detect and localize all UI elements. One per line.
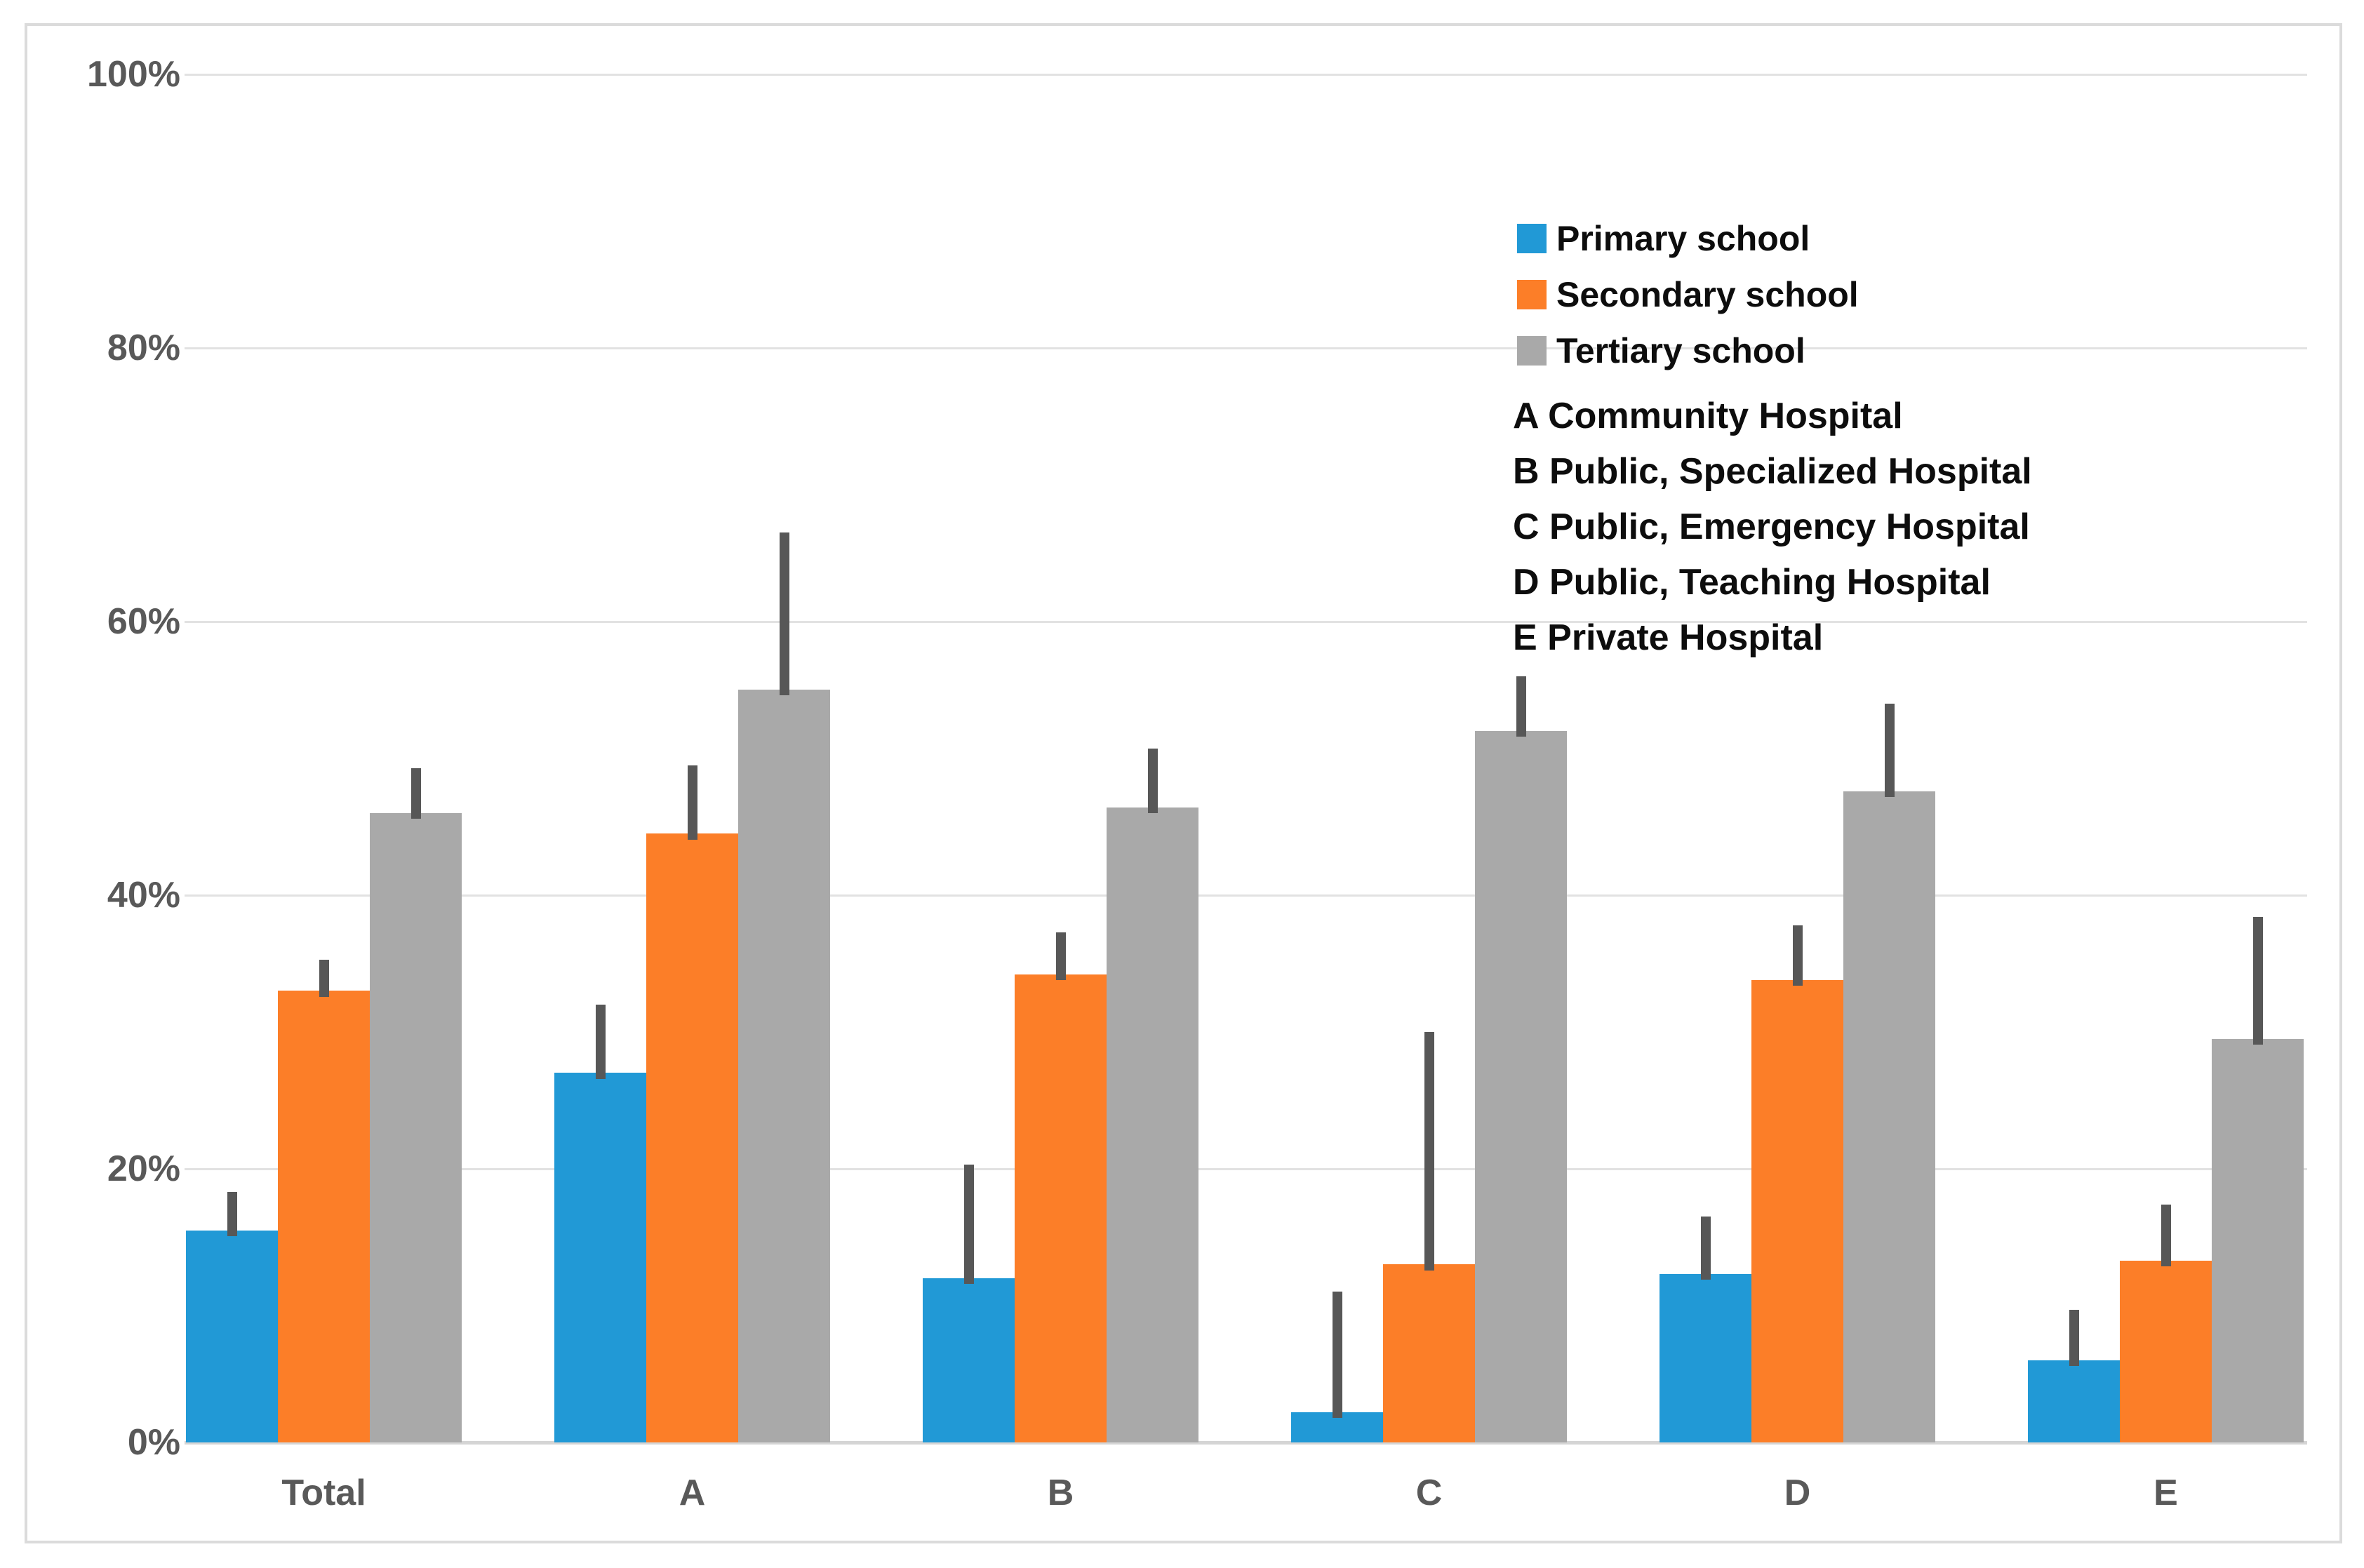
legend-swatch-icon: [1517, 280, 1547, 309]
bar-Total-tertiary-school: [370, 813, 462, 1442]
legend-note-line: E Private Hospital: [1513, 617, 1824, 658]
gridline-80%: [185, 347, 2307, 349]
legend: Primary school Secondary school Tertiary s…: [1513, 210, 1859, 379]
bar-D-primary-school: [1660, 1274, 1751, 1442]
legend-key-notes: A Community Hospital B Public, Specialize…: [1513, 389, 2032, 666]
bar-B-tertiary-school: [1107, 808, 1198, 1442]
legend-label: Tertiary school: [1556, 331, 1805, 370]
bar-E-secondary-school: [2120, 1261, 2212, 1442]
legend-label: Primary school: [1556, 219, 1810, 258]
y-axis-label-20%: 20%: [107, 1148, 180, 1189]
bar-Total-primary-school: [186, 1231, 278, 1442]
bar-D-secondary-school: [1751, 980, 1843, 1442]
error-bar-A-tertiary-school: [779, 532, 789, 695]
x-axis-label-E: E: [2153, 1473, 2178, 1513]
error-bar-Total-primary-school: [227, 1192, 237, 1236]
error-bar-B-tertiary-school: [1147, 749, 1158, 813]
y-axis-label-0%: 0%: [127, 1422, 180, 1463]
legend-note-line: B Public, Specialized Hospital: [1513, 451, 2032, 492]
bar-A-primary-school: [554, 1073, 646, 1442]
error-bar-A-secondary-school: [687, 765, 697, 840]
bar-C-tertiary-school: [1475, 731, 1567, 1442]
bar-A-secondary-school: [646, 833, 738, 1442]
error-bar-B-secondary-school: [1055, 932, 1066, 980]
legend-swatch-icon: [1517, 224, 1547, 253]
error-bar-Total-secondary-school: [319, 960, 329, 997]
error-bar-A-primary-school: [595, 1005, 606, 1079]
error-bar-E-tertiary-school: [2252, 917, 2263, 1045]
x-axis-line: [185, 1441, 2307, 1445]
legend-note-line: A Community Hospital: [1513, 396, 1903, 436]
error-bar-C-primary-school: [1332, 1292, 1342, 1418]
y-axis-label-100%: 100%: [87, 54, 180, 95]
y-axis-label-40%: 40%: [107, 875, 180, 916]
bar-E-tertiary-school: [2212, 1039, 2304, 1442]
bar-A-tertiary-school: [738, 690, 830, 1442]
error-bar-B-primary-school: [963, 1165, 974, 1284]
x-axis-label-D: D: [1784, 1473, 1811, 1513]
chart-frame: 0% 20% 40% 60% 80% 100% Total A B C D E Primary scho…: [25, 23, 2342, 1543]
y-axis-label-80%: 80%: [107, 328, 180, 368]
x-axis-label-Total: Total: [281, 1473, 366, 1513]
legend-item-tertiary-school: Tertiary school: [1513, 323, 1859, 379]
x-axis-label-B: B: [1047, 1473, 1074, 1513]
legend-item-primary-school: Primary school: [1513, 210, 1859, 267]
bar-B-secondary-school: [1015, 974, 1107, 1442]
gridline-100%: [185, 74, 2307, 76]
gridline-20%: [185, 1168, 2307, 1170]
legend-note-line: C Public, Emergency Hospital: [1513, 507, 2030, 547]
error-bar-C-tertiary-school: [1516, 676, 1526, 737]
error-bar-D-primary-school: [1700, 1217, 1711, 1280]
bar-C-secondary-school: [1383, 1264, 1475, 1442]
y-axis-label-60%: 60%: [107, 601, 180, 642]
legend-swatch-icon: [1517, 336, 1547, 366]
gridline-60%: [185, 621, 2307, 623]
error-bar-E-primary-school: [2069, 1310, 2079, 1366]
x-axis-label-C: C: [1415, 1473, 1443, 1513]
error-bar-C-secondary-school: [1424, 1032, 1434, 1271]
bar-E-primary-school: [2028, 1360, 2120, 1442]
legend-label: Secondary school: [1556, 275, 1859, 314]
bar-D-tertiary-school: [1843, 791, 1935, 1442]
gridline-40%: [185, 894, 2307, 897]
error-bar-D-tertiary-school: [1884, 704, 1895, 797]
error-bar-E-secondary-school: [2161, 1205, 2171, 1266]
bar-Total-secondary-school: [278, 991, 370, 1442]
bar-B-primary-school: [923, 1278, 1015, 1442]
legend-note-line: D Public, Teaching Hospital: [1513, 562, 1991, 603]
error-bar-Total-tertiary-school: [410, 768, 421, 819]
x-axis-label-A: A: [679, 1473, 706, 1513]
error-bar-D-secondary-school: [1792, 925, 1803, 986]
legend-item-secondary-school: Secondary school: [1513, 267, 1859, 323]
